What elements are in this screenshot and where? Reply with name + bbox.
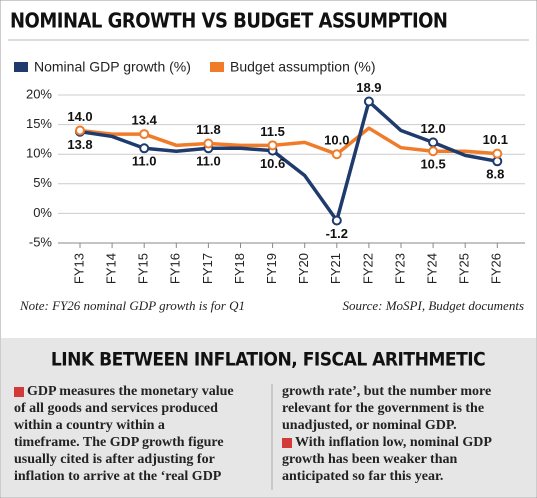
panel-line: GDP measures the monetary value: [27, 384, 234, 399]
point: [331, 215, 342, 226]
note: Note: FY26 nominal GDP growth is for Q1: [19, 298, 245, 313]
y-tick-label: 5%: [33, 175, 52, 190]
chart-title: NOMINAL GROWTH VS BUDGET ASSUMPTION: [10, 9, 448, 33]
data-label: 13.8: [67, 137, 92, 152]
point: [363, 96, 374, 107]
point: [428, 137, 439, 148]
point: [203, 138, 214, 149]
data-label: 13.4: [132, 113, 158, 128]
panel-line: anticipated so far this year.: [282, 469, 443, 484]
series-line: [79, 126, 498, 156]
x-tick-label: FY21: [328, 253, 343, 284]
panel-bg: [1, 338, 536, 497]
data-label: 14.0: [67, 109, 92, 124]
source: Source: MoSPI, Budget documents: [343, 298, 524, 313]
x-tick-label: FY15: [136, 253, 151, 284]
x-tick-label: FY14: [104, 253, 119, 284]
point: [492, 148, 503, 159]
data-label: 10.5: [420, 157, 445, 172]
panel-line: inflation to arrive at the ‘real GDP: [14, 469, 222, 484]
series-line: [79, 99, 498, 223]
panel-line: unadjusted, or nominal GDP.: [282, 418, 457, 433]
x-tick-label: FY26: [489, 253, 504, 284]
data-label: 10.0: [324, 133, 349, 148]
panel-line: of all goods and services produced: [14, 401, 218, 416]
panel-line: timeframe. The GDP growth figure: [14, 435, 224, 450]
panel-line: within a country within a: [14, 418, 165, 433]
panel-title: LINK BETWEEN INFLATION, FISCAL ARITHMETI…: [51, 349, 485, 371]
legend-label: Budget assumption (%): [230, 59, 376, 75]
bullet: [282, 438, 292, 448]
legend-label: Nominal GDP growth (%): [34, 59, 191, 75]
x-tick-label: FY16: [168, 253, 183, 284]
panel-line: usually cited is after adjusting for: [14, 452, 215, 467]
x-tick-label: FY24: [425, 253, 440, 284]
point: [75, 125, 85, 136]
x-tick-label: FY18: [232, 253, 247, 284]
x-tick-label: FY20: [296, 253, 311, 284]
panel-line: growth rate’, but the number more: [282, 384, 491, 399]
panel-line: growth has been weaker than: [282, 452, 457, 467]
point: [139, 143, 150, 154]
x-tick-label: FY22: [360, 253, 375, 284]
data-label: 10.1: [483, 132, 508, 147]
point: [267, 140, 278, 151]
y-tick-label: 10%: [26, 146, 52, 161]
data-label: 11.0: [132, 154, 157, 169]
data-label: -1.2: [326, 226, 348, 241]
x-tick-label: FY19: [264, 253, 279, 284]
bullet: [14, 387, 24, 397]
x-tick-label: FY17: [200, 253, 215, 284]
y-tick-label: 20%: [26, 86, 52, 101]
panel-line: With inflation low, nominal GDP: [295, 435, 492, 450]
data-label: 18.9: [356, 80, 381, 95]
point: [139, 129, 150, 140]
y-tick-label: 15%: [26, 116, 52, 131]
y-tick-label: 0%: [33, 205, 52, 220]
legend-swatch: [14, 62, 28, 72]
data-label: 11.5: [260, 124, 285, 139]
y-tick-label: -5%: [29, 234, 53, 249]
legend-swatch: [210, 62, 224, 72]
data-label: 11.8: [196, 122, 221, 137]
point: [331, 149, 342, 160]
x-tick-label: FY25: [457, 253, 472, 284]
data-label: 10.6: [260, 156, 285, 171]
point: [428, 146, 439, 157]
data-label: 11.0: [196, 154, 221, 169]
panel-line: relevant for the government is the: [282, 401, 484, 416]
x-tick-label: FY13: [71, 253, 86, 284]
x-tick-label: FY23: [392, 253, 407, 284]
data-label: 12.0: [420, 121, 445, 136]
data-label: 8.8: [486, 167, 504, 182]
